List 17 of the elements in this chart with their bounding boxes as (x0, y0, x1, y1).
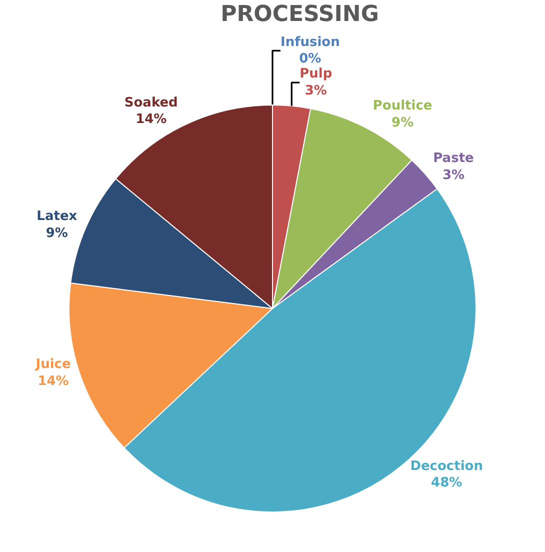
category-label: Infusion (280, 34, 340, 50)
slice-label: Poultice (372, 98, 432, 114)
slice-label: Decoction (410, 458, 484, 474)
chart-title: PROCESSING (220, 2, 379, 27)
data-label: 9% (392, 115, 414, 130)
data-label: 14% (136, 112, 167, 128)
slice-label: Juice (34, 356, 71, 372)
text: 0% (299, 52, 322, 67)
slice-label: Paste (433, 150, 474, 166)
data-label: 3% (442, 168, 465, 183)
data-label: 48% (431, 476, 462, 491)
slice-label: Pulp (300, 66, 332, 82)
data-label: 3% (304, 84, 327, 99)
data-label: 9% (46, 226, 68, 242)
slice-label: Soaked (124, 95, 178, 110)
data-label: 14% (38, 374, 69, 389)
slice-label: Latex (36, 209, 78, 224)
